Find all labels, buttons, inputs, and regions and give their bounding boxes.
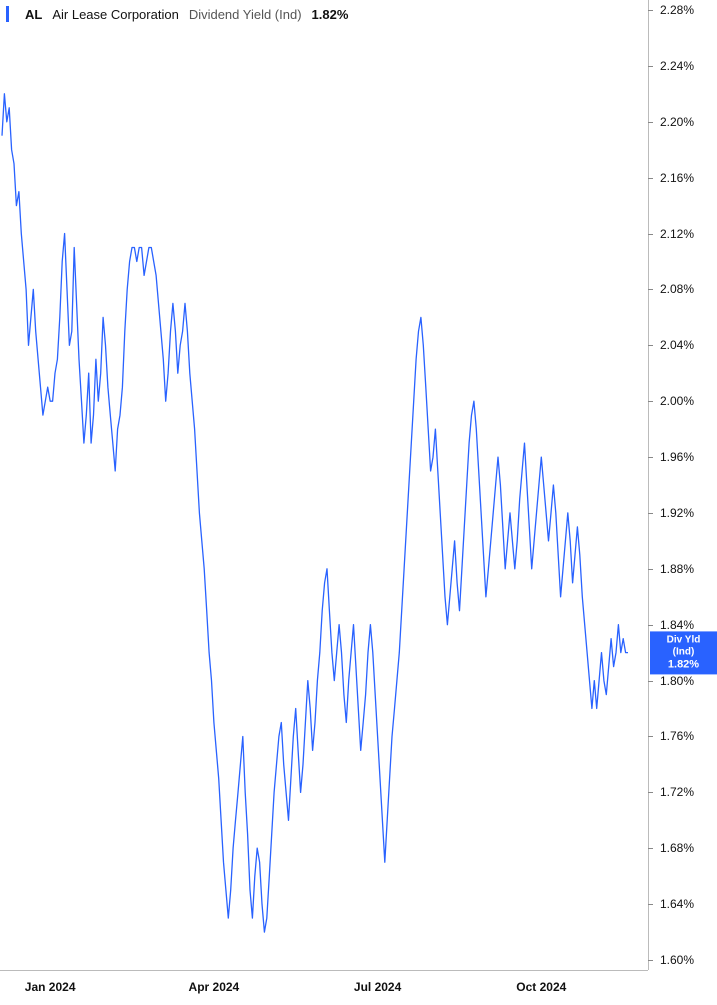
y-tick-label: 1.64%	[660, 897, 694, 911]
y-tick	[648, 792, 653, 793]
x-tick-label: Jan 2024	[25, 980, 76, 994]
y-tick-label: 2.08%	[660, 282, 694, 296]
y-tick	[648, 289, 653, 290]
y-tick-label: 1.96%	[660, 450, 694, 464]
x-tick-label: Apr 2024	[189, 980, 240, 994]
ticker-accent-bar	[6, 6, 9, 22]
y-tick-label: 2.16%	[660, 171, 694, 185]
metric-label: Dividend Yield (Ind)	[189, 7, 302, 22]
chart-header: AL Air Lease Corporation Dividend Yield …	[6, 6, 348, 22]
metric-value: 1.82%	[312, 7, 349, 22]
y-tick	[648, 904, 653, 905]
y-tick	[648, 848, 653, 849]
y-tick	[648, 681, 653, 682]
y-tick	[648, 736, 653, 737]
y-tick-label: 1.68%	[660, 841, 694, 855]
y-tick	[648, 569, 653, 570]
y-tick-label: 2.12%	[660, 227, 694, 241]
x-tick-label: Jul 2024	[354, 980, 401, 994]
y-tick-label: 2.28%	[660, 3, 694, 17]
y-tick-label: 2.04%	[660, 338, 694, 352]
company-name: Air Lease Corporation	[52, 7, 178, 22]
chart-container: AL Air Lease Corporation Dividend Yield …	[0, 0, 717, 1005]
y-tick-label: 1.60%	[660, 953, 694, 967]
y-tick	[648, 234, 653, 235]
ticker-symbol[interactable]: AL	[25, 7, 42, 22]
line-chart[interactable]	[0, 0, 648, 970]
y-tick	[648, 457, 653, 458]
x-tick-label: Oct 2024	[516, 980, 566, 994]
y-tick-label: 2.00%	[660, 394, 694, 408]
current-value-badge: Div Yld (Ind) 1.82%	[650, 631, 717, 674]
y-tick	[648, 960, 653, 961]
x-axis-line	[0, 970, 648, 971]
y-tick	[648, 10, 653, 11]
y-tick-label: 2.20%	[660, 115, 694, 129]
y-tick-label: 1.80%	[660, 674, 694, 688]
y-tick	[648, 178, 653, 179]
y-tick	[648, 122, 653, 123]
y-tick	[648, 345, 653, 346]
badge-value: 1.82%	[656, 658, 711, 671]
series-line	[2, 94, 628, 932]
y-axis-line	[648, 0, 649, 970]
y-tick-label: 1.92%	[660, 506, 694, 520]
y-tick-label: 2.24%	[660, 59, 694, 73]
y-tick-label: 1.88%	[660, 562, 694, 576]
badge-label: Div Yld (Ind)	[656, 634, 711, 658]
y-tick	[648, 401, 653, 402]
y-tick	[648, 513, 653, 514]
y-tick	[648, 625, 653, 626]
y-tick-label: 1.72%	[660, 785, 694, 799]
y-tick-label: 1.76%	[660, 729, 694, 743]
y-tick	[648, 66, 653, 67]
y-tick-label: 1.84%	[660, 618, 694, 632]
